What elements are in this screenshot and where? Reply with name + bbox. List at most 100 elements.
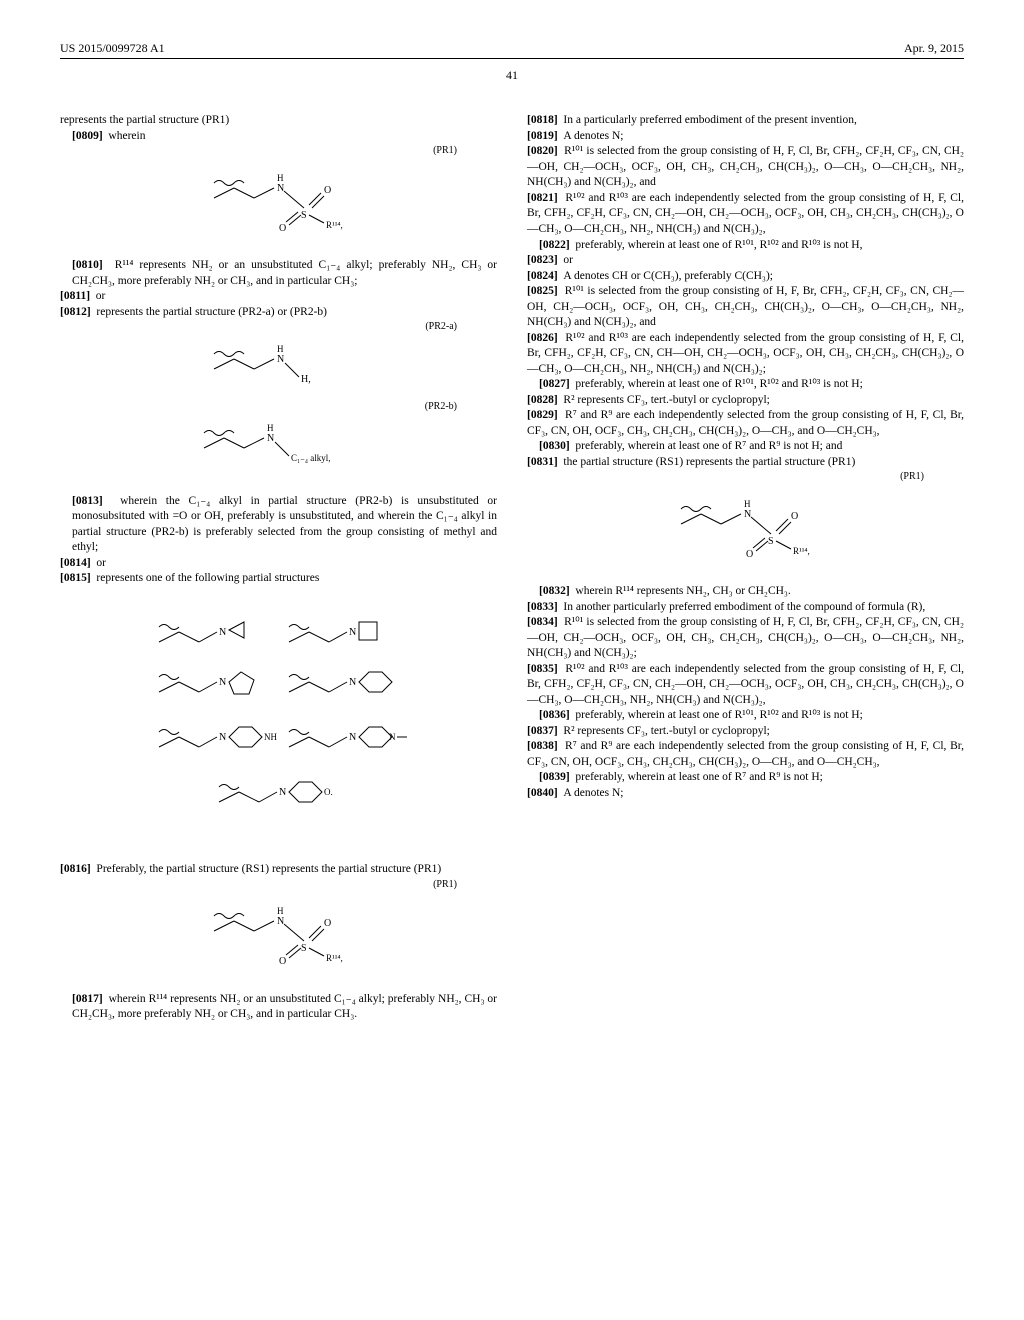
svg-text:R¹¹⁴,: R¹¹⁴,: [793, 546, 810, 556]
para-num: [0815]: [60, 572, 91, 584]
chem-structure-pr2a: N H H,: [209, 339, 349, 389]
para-num: [0834]: [527, 616, 558, 628]
para-num: [0827]: [539, 378, 570, 390]
para-text: Preferably, the partial structure (RS1) …: [96, 863, 441, 875]
para-text: preferably, wherein at least one of R¹⁰¹…: [575, 709, 862, 721]
para-text: R⁷ and R⁹ are each independently selecte…: [527, 409, 964, 437]
formula-pr1: N H S O O R¹¹⁴,: [60, 163, 497, 239]
svg-text:N: N: [349, 677, 356, 688]
svg-text:O: O: [324, 918, 331, 929]
para-text: R² represents CF₃, tert.-butyl or cyclop…: [563, 394, 769, 406]
svg-text:C₁₋₄ alkyl,: C₁₋₄ alkyl,: [291, 453, 331, 463]
para-num: [0837]: [527, 725, 558, 737]
para-num: [0816]: [60, 863, 91, 875]
para-text: represents the partial structure (PR2-a)…: [96, 306, 327, 318]
svg-text:R¹¹⁴,: R¹¹⁴,: [326, 953, 343, 963]
para-text: wherein R¹¹⁴ represents NH₂, CH₃ or CH₂C…: [575, 585, 790, 597]
para-num: [0810]: [72, 259, 103, 271]
para-text: R¹⁰¹ is selected from the group consisti…: [527, 616, 964, 659]
para-num: [0829]: [527, 409, 558, 421]
para-text: or: [96, 290, 106, 302]
left-column: represents the partial structure (PR1) […: [60, 113, 497, 1022]
para-num: [0839]: [539, 771, 570, 783]
svg-text:H: H: [267, 423, 274, 433]
svg-text:O.: O.: [324, 787, 333, 797]
svg-text:H,: H,: [301, 374, 311, 385]
para-text: wherein: [108, 130, 145, 142]
para-num: [0817]: [72, 993, 103, 1005]
para-text: R¹⁰¹ is selected from the group consisti…: [527, 285, 964, 328]
svg-text:O: O: [279, 223, 286, 233]
para-0819: [0819] A denotes N;: [527, 129, 964, 145]
svg-text:O: O: [791, 511, 798, 522]
para-num: [0833]: [527, 601, 558, 613]
para-0838: [0838] R⁷ and R⁹ are each independently …: [527, 739, 964, 770]
para-0820: [0820] R¹⁰¹ is selected from the group c…: [527, 144, 964, 191]
para-0840: [0840] A denotes N;: [527, 786, 964, 802]
para-num: [0822]: [539, 239, 570, 251]
patent-page: US 2015/0099728 A1 Apr. 9, 2015 41 repre…: [0, 0, 1024, 1063]
chem-structure-pr1-3: N H S O O R¹¹⁴,: [676, 489, 816, 559]
para-num: [0823]: [527, 254, 558, 266]
para-0816: [0816] Preferably, the partial structure…: [60, 862, 497, 878]
para-num: [0826]: [527, 332, 558, 344]
para-0817: [0817] wherein R¹¹⁴ represents NH₂ or an…: [60, 992, 497, 1023]
para-0821: [0821] R¹⁰² and R¹⁰³ are each independen…: [527, 191, 964, 238]
svg-text:O: O: [324, 185, 331, 196]
para-text: R⁷ and R⁹ are each independently selecte…: [527, 740, 964, 768]
para-0826: [0826] R¹⁰² and R¹⁰³ are each independen…: [527, 331, 964, 378]
formula-pr1-3: N H S O O R¹¹⁴,: [527, 489, 964, 565]
para-num: [0819]: [527, 130, 558, 142]
para-text: R¹⁰² and R¹⁰³ are each independently sel…: [527, 192, 964, 235]
formula-label-pr2a: (PR2-a): [60, 320, 497, 334]
para-num: [0812]: [60, 306, 91, 318]
svg-text:H: H: [277, 344, 284, 354]
chem-structure-pr1: N H S O O R¹¹⁴,: [209, 163, 349, 233]
para-num: [0813]: [72, 495, 103, 507]
para-text: preferably, wherein at least one of R¹⁰¹…: [575, 378, 862, 390]
svg-text:H: H: [277, 173, 284, 183]
right-column: [0818] In a particularly preferred embod…: [527, 113, 964, 1022]
para-0839: [0839] preferably, wherein at least one …: [527, 770, 964, 786]
formula-label-pr1-3: (PR1): [527, 470, 964, 484]
para-pre: represents the partial structure (PR1): [60, 113, 497, 129]
patent-number: US 2015/0099728 A1: [60, 40, 165, 56]
svg-text:S: S: [301, 943, 307, 954]
chem-structure-pr1-2: N H S O O R¹¹⁴,: [209, 896, 349, 966]
para-text: In a particularly preferred embodiment o…: [563, 114, 856, 126]
para-0825: [0825] R¹⁰¹ is selected from the group c…: [527, 284, 964, 331]
para-num: [0830]: [539, 440, 570, 452]
para-0823: [0823] or: [527, 253, 964, 269]
para-0835: [0835] R¹⁰² and R¹⁰³ are each independen…: [527, 662, 964, 709]
para-text: wherein R¹¹⁴ represents NH₂ or an unsubs…: [72, 993, 497, 1021]
para-0809: [0809] wherein: [60, 129, 497, 145]
svg-text:N: N: [277, 354, 284, 365]
para-num: [0818]: [527, 114, 558, 126]
para-0836: [0836] preferably, wherein at least one …: [527, 708, 964, 724]
para-num: [0811]: [60, 290, 90, 302]
para-num: [0824]: [527, 270, 558, 282]
formula-label-pr1-2: (PR1): [60, 878, 497, 892]
svg-text:R¹¹⁴,: R¹¹⁴,: [326, 220, 343, 230]
svg-text:NH: NH: [264, 732, 277, 742]
svg-text:H: H: [277, 906, 284, 916]
svg-text:N: N: [277, 916, 284, 927]
para-num: [0840]: [527, 787, 558, 799]
svg-text:N: N: [389, 732, 396, 742]
para-text: the partial structure (RS1) represents t…: [563, 456, 855, 468]
para-0828: [0828] R² represents CF₃, tert.-butyl or…: [527, 393, 964, 409]
para-0830: [0830] preferably, wherein at least one …: [527, 439, 964, 455]
para-text: R¹⁰² and R¹⁰³ are each independently sel…: [527, 332, 964, 375]
formula-label-pr1: (PR1): [60, 144, 497, 158]
para-0813: [0813] wherein the C₁₋₄ alkyl in partial…: [60, 494, 497, 556]
para-0811: [0811] or: [60, 289, 497, 305]
para-text: A denotes N;: [563, 130, 623, 142]
para-text: R¹⁰¹ is selected from the group consisti…: [527, 145, 964, 188]
para-0814: [0814] or: [60, 556, 497, 572]
para-0810: [0810] R¹¹⁴ represents NH₂ or an unsubst…: [60, 258, 497, 289]
chem-structure-pr2b: N H C₁₋₄ alkyl,: [199, 418, 359, 468]
patent-date: Apr. 9, 2015: [904, 40, 964, 56]
para-0822: [0822] preferably, wherein at least one …: [527, 238, 964, 254]
para-text: In another particularly preferred embodi…: [563, 601, 925, 613]
para-0831: [0831] the partial structure (RS1) repre…: [527, 455, 964, 471]
